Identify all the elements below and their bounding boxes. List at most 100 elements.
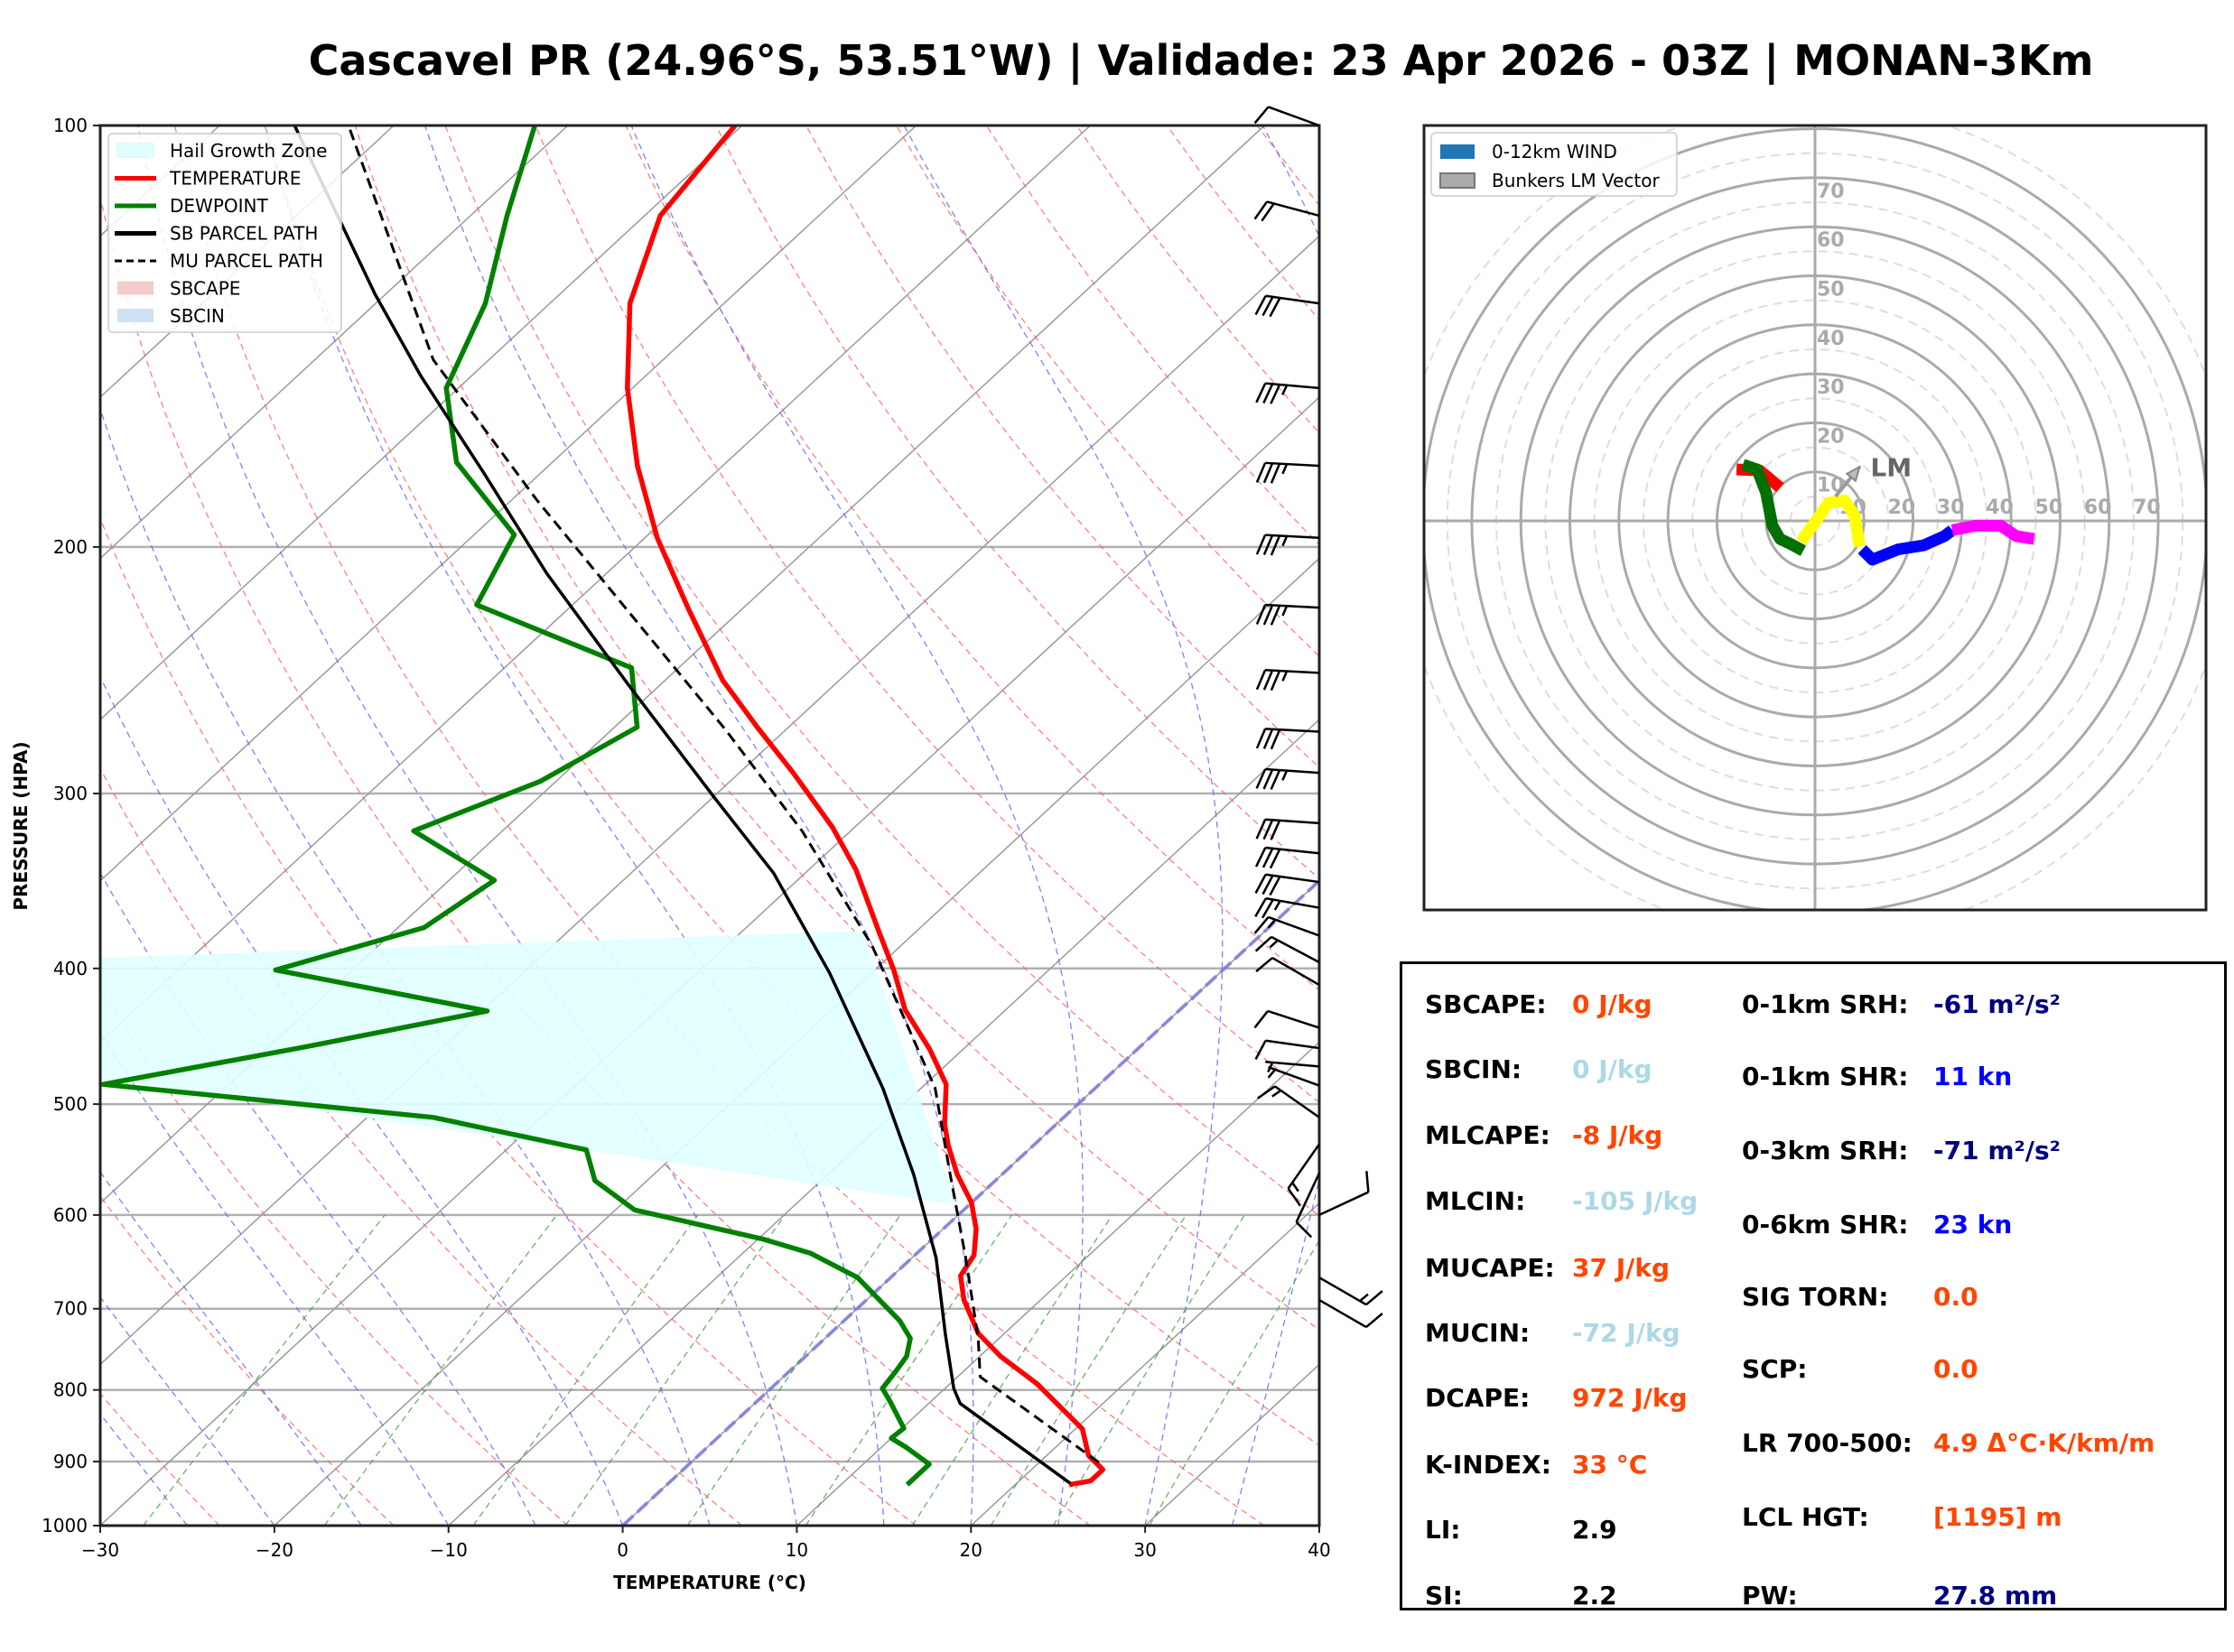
wind-barb [1253, 200, 1320, 222]
legend-swatch [117, 309, 154, 322]
x-tick-label: −10 [430, 1539, 468, 1561]
chart-title: Cascavel PR (24.96°S, 53.51°W) | Validad… [308, 36, 2094, 85]
stat-label: LCL HGT: [1742, 1502, 1869, 1532]
mixing-ratio-line [1149, 1239, 1319, 1526]
hodo-legend-swatch [1440, 144, 1475, 159]
hodo-segment-1-3km [1741, 459, 1807, 556]
stat-value: 23 kn [1933, 1210, 2013, 1239]
wind-barb [1255, 461, 1320, 484]
legend-box [107, 133, 342, 333]
isotherm [448, 719, 1319, 1526]
stat-label: LI: [1425, 1515, 1461, 1545]
stat-value: -72 J/kg [1572, 1318, 1680, 1348]
lm-label: LM [1870, 452, 1912, 482]
hodograph-frame [1422, 124, 2208, 912]
mixing-ratio-line [686, 1214, 901, 1526]
dry-adiabat [100, 196, 1091, 1526]
wind-barb [1254, 873, 1320, 896]
legend-label: SBCIN [170, 305, 225, 327]
moist-adiabat [100, 406, 711, 1526]
hodo-ring-label-x: 40 [1986, 497, 2014, 519]
x-tick-label: 30 [1133, 1539, 1156, 1561]
hodo-ring-label-y: 70 [1817, 181, 1845, 203]
wind-barb [1256, 1085, 1320, 1118]
stat-value: -61 m²/s² [1933, 989, 2061, 1019]
mixing-ratio-line [990, 1214, 1187, 1526]
wind-barb [1295, 1172, 1321, 1239]
series-sb-parcel-path [293, 125, 1072, 1485]
isotherm [100, 125, 743, 721]
hodo-segment-3-6km [1796, 494, 1866, 548]
moist-adiabat [100, 1032, 450, 1526]
dry-adiabat [535, 125, 1319, 1104]
wind-barbs [1253, 106, 1383, 1329]
stat-value: 0 J/kg [1572, 989, 1652, 1019]
x-tick-label: 20 [960, 1539, 982, 1561]
stat-label: SCP: [1742, 1354, 1808, 1384]
stat-value: 33 °C [1572, 1450, 1648, 1480]
moist-adiabat [100, 1413, 188, 1526]
isotherm [100, 235, 1319, 1366]
y-axis-ticks: 100 200 300 400 500 600 700 800 900 1000 [42, 115, 100, 1536]
stat-label: MLCIN: [1425, 1186, 1526, 1216]
stat-label: MUCIN: [1425, 1318, 1531, 1348]
stat-label: MUCAPE: [1425, 1253, 1555, 1283]
dry-adiabat [444, 125, 1319, 1217]
isotherm [274, 557, 1319, 1526]
stat-value: [1195] m [1933, 1502, 2062, 1532]
y-tick-label: 400 [53, 958, 88, 979]
hodo-ring-label-x: 50 [2035, 497, 2063, 519]
isotherm [100, 125, 1092, 1044]
dry-adiabat [100, 516, 917, 1526]
stat-value: 4.9 Δ°C·K/km/m [1933, 1428, 2155, 1458]
isotherm [796, 1041, 1319, 1526]
stat-value: 0.0 [1933, 1282, 1978, 1312]
wind-barb [1255, 818, 1320, 840]
moist-adiabat [137, 125, 798, 1526]
wind-barb [1255, 534, 1320, 556]
stat-value: 2.2 [1572, 1581, 1617, 1610]
wind-barb [1255, 956, 1320, 987]
hodo-ring-label-x: 20 [1888, 497, 1916, 519]
hodo-legend-swatch [1439, 172, 1475, 189]
hodograph-legend: 0-12km WIND Bunkers LM Vector [1430, 132, 1678, 197]
stat-label: SIG TORN: [1742, 1282, 1889, 1312]
wind-barb [1254, 935, 1320, 964]
isotherm [100, 395, 1319, 1526]
stat-value: 37 J/kg [1572, 1253, 1671, 1283]
mixing-ratio-line [911, 1214, 1113, 1526]
y-tick-label: 600 [53, 1204, 88, 1226]
dry-adiabat [354, 125, 1319, 1332]
wind-barb [1254, 846, 1320, 869]
stat-label: SBCAPE: [1425, 989, 1547, 1019]
wind-barb [1287, 1143, 1321, 1207]
dry-adiabat [173, 125, 1265, 1526]
y-tick-label: 700 [53, 1298, 88, 1320]
series-temperature [625, 125, 1106, 1488]
hodograph-trace: LM [1736, 452, 2035, 566]
x-tick-label: 10 [786, 1539, 808, 1561]
hodo-legend-box [1430, 132, 1678, 197]
legend-label: MU PARCEL PATH [170, 250, 323, 272]
y-tick-label: 1000 [42, 1515, 88, 1536]
dry-adiabat [100, 988, 569, 1526]
hodo-ring-label-y: 50 [1817, 279, 1845, 302]
hodo-ring-label-y: 60 [1817, 229, 1845, 252]
legend-label: TEMPERATURE [169, 168, 301, 190]
wind-barb [1255, 668, 1320, 691]
series-mu-parcel-path [347, 125, 1100, 1464]
moist-adiabat [1231, 125, 1319, 1526]
x-tick-label: 0 [617, 1539, 628, 1561]
hodo-ring-label-x: 70 [2133, 497, 2161, 519]
moist-adiabat [100, 871, 536, 1526]
x-axis-ticks: −30 −20 −10 0 10 20 30 40 [81, 1526, 1331, 1561]
hodo-ring-label-x: 60 [2084, 497, 2112, 519]
stat-label: MLCAPE: [1425, 1120, 1550, 1150]
stat-label: LR 700-500: [1742, 1428, 1913, 1458]
dry-adiabat [264, 125, 1319, 1447]
hodo-ring-label-y: 30 [1817, 376, 1845, 399]
hail-growth-zone-fill [100, 931, 956, 1205]
wind-barb [1318, 1276, 1383, 1306]
wind-barb [1253, 1009, 1320, 1029]
